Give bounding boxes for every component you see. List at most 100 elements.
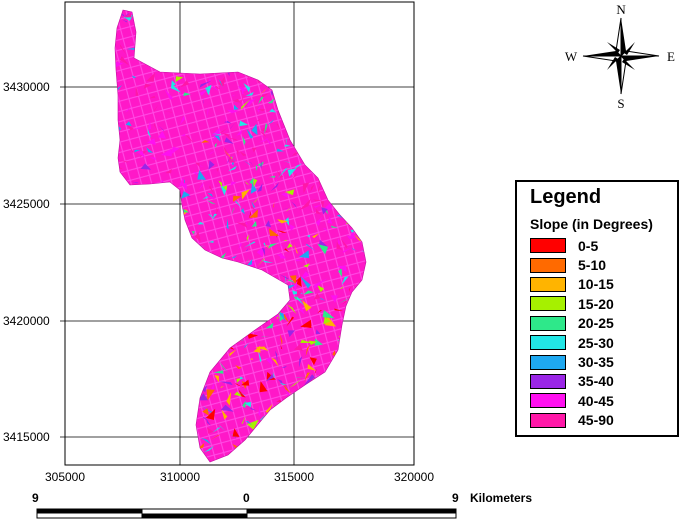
- y-tick-label: 3415000: [3, 430, 50, 444]
- slope-facet: [322, 227, 329, 233]
- slope-facet: [246, 247, 249, 252]
- slope-facet: [131, 181, 139, 184]
- slope-facet: [227, 165, 237, 172]
- slope-facet: [226, 137, 238, 141]
- slope-facet: [204, 445, 215, 453]
- slope-facet: [212, 427, 220, 433]
- slope-facet: [207, 192, 213, 198]
- slope-facet: [257, 109, 266, 112]
- slope-facet: [126, 47, 137, 51]
- slope-facet: [251, 200, 255, 209]
- slope-facet: [211, 133, 222, 136]
- slope-facet: [209, 434, 220, 441]
- slope-facet: [258, 404, 261, 417]
- slope-facet: [252, 195, 261, 204]
- slope-facet: [303, 368, 313, 380]
- slope-facet: [351, 247, 357, 251]
- slope-facet: [204, 393, 208, 401]
- slope-facet: [276, 400, 282, 402]
- slope-facet: [133, 181, 141, 184]
- slope-facet: [314, 368, 317, 374]
- slope-facet: [327, 216, 333, 224]
- slope-facet: [315, 217, 322, 227]
- slope-facet: [265, 322, 274, 329]
- legend-item-45-90: 45-90: [530, 411, 614, 430]
- slope-facet: [212, 213, 217, 219]
- legend-item-label: 5-10: [578, 257, 607, 274]
- slope-facet: [306, 291, 315, 297]
- slope-facet: [259, 381, 268, 393]
- slope-facet: [312, 233, 320, 239]
- slope-facet: [223, 145, 230, 156]
- legend-swatch: [530, 238, 566, 254]
- slope-facet: [285, 205, 294, 212]
- slope-facet: [300, 276, 311, 289]
- slope-facet: [212, 85, 219, 91]
- slope-facet: [208, 160, 215, 170]
- slope-facet: [208, 214, 216, 221]
- slope-facet: [231, 159, 235, 167]
- slope-facet: [226, 109, 239, 114]
- slope-facet: [283, 384, 292, 395]
- slope-facet: [219, 128, 228, 134]
- slope-facet: [198, 221, 205, 225]
- legend-item-label: 35-40: [578, 373, 614, 390]
- slope-facet: [236, 150, 239, 156]
- compass-south-label: S: [617, 96, 624, 111]
- legend-item-0-5: 0-5: [530, 236, 614, 255]
- slope-facet: [218, 76, 226, 87]
- slope-facet: [293, 344, 303, 351]
- slope-facet: [257, 161, 264, 167]
- slope-facet: [265, 220, 272, 228]
- slope-facet: [244, 342, 250, 349]
- slope-facet: [125, 104, 133, 113]
- slope-facet: [265, 244, 272, 250]
- slope-facet: [265, 374, 274, 382]
- slope-facet: [304, 255, 311, 262]
- slope-facet: [224, 137, 234, 144]
- y-tick-label: 3420000: [3, 314, 50, 328]
- legend-item-20-25: 20-25: [530, 314, 614, 333]
- slope-facet: [321, 207, 328, 215]
- slope-facet: [213, 84, 221, 90]
- slope-facet: [276, 123, 282, 132]
- slope-facet: [280, 252, 287, 259]
- slope-facet: [124, 12, 132, 18]
- slope-facet: [314, 338, 323, 346]
- slope-facet: [250, 358, 253, 360]
- slope-facet: [246, 128, 254, 139]
- slope-facet: [346, 282, 357, 291]
- slope-facet: [233, 104, 239, 110]
- slope-facet: [258, 137, 270, 143]
- slope-facet: [283, 160, 290, 163]
- slope-facet: [241, 189, 250, 200]
- slope-facet: [317, 285, 325, 293]
- slope-facet: [216, 207, 219, 215]
- slope-facet: [165, 168, 172, 174]
- slope-facet: [277, 219, 289, 224]
- slope-facet: [187, 123, 188, 127]
- slope-facet: [213, 370, 224, 374]
- slope-facet: [340, 274, 345, 277]
- slope-facet: [170, 84, 182, 93]
- slope-facet: [302, 182, 310, 194]
- slope-facet: [289, 275, 297, 285]
- slope-facet: [228, 435, 241, 442]
- slope-facet: [300, 319, 312, 328]
- slope-facet: [250, 367, 252, 371]
- slope-facet: [260, 134, 263, 139]
- slope-facet: [238, 389, 246, 398]
- legend: Legend Slope (in Degrees) 0-5 5-10 10-15…: [515, 180, 679, 437]
- slope-facet: [285, 217, 290, 226]
- slope-facet: [240, 94, 244, 104]
- slope-facet: [153, 122, 158, 133]
- slope-facet: [257, 183, 263, 192]
- slope-facet: [221, 451, 227, 458]
- slope-facet: [231, 255, 238, 259]
- slope-facet: [235, 382, 245, 388]
- slope-facet: [284, 189, 295, 196]
- y-axis-labels: 3430000 3425000 3420000 3415000: [3, 80, 50, 444]
- slope-facet: [283, 239, 287, 241]
- slope-facet: [236, 129, 243, 136]
- slope-facet: [128, 145, 134, 153]
